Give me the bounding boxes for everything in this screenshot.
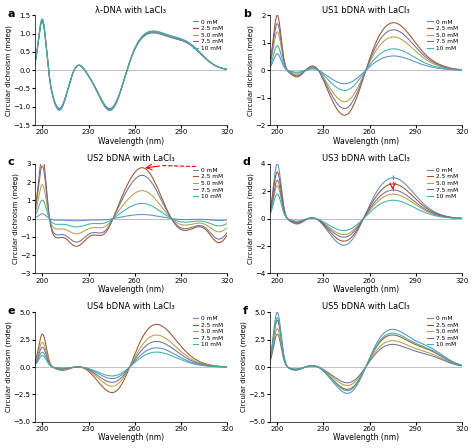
X-axis label: Wavelength (nm): Wavelength (nm) [98, 137, 164, 146]
Text: f: f [243, 306, 248, 315]
X-axis label: Wavelength (nm): Wavelength (nm) [333, 137, 399, 146]
X-axis label: Wavelength (nm): Wavelength (nm) [333, 285, 399, 294]
Title: US2 bDNA with LaCl₃: US2 bDNA with LaCl₃ [87, 154, 174, 163]
Y-axis label: Circular dichroism (mdeg): Circular dichroism (mdeg) [6, 322, 12, 413]
Y-axis label: Circular dichroism (mdeg): Circular dichroism (mdeg) [247, 173, 254, 264]
Y-axis label: Circular dichroism (mdeg): Circular dichroism (mdeg) [240, 322, 247, 413]
Legend: 0 mM, 2.5 mM, 5.0 mM, 7.5 mM, 10 mM: 0 mM, 2.5 mM, 5.0 mM, 7.5 mM, 10 mM [191, 18, 224, 52]
Title: λ-DNA with LaCl₃: λ-DNA with LaCl₃ [95, 5, 166, 14]
X-axis label: Wavelength (nm): Wavelength (nm) [98, 285, 164, 294]
X-axis label: Wavelength (nm): Wavelength (nm) [333, 434, 399, 443]
Title: US3 bDNA with LaCl₃: US3 bDNA with LaCl₃ [322, 154, 410, 163]
Y-axis label: Circular dichroism (mdeg): Circular dichroism (mdeg) [247, 25, 254, 116]
Y-axis label: Circular dichroism (mdeg): Circular dichroism (mdeg) [6, 25, 12, 116]
Legend: 0 mM, 2.5 mM, 5.0 mM, 7.5 mM, 10 mM: 0 mM, 2.5 mM, 5.0 mM, 7.5 mM, 10 mM [426, 167, 459, 200]
Title: US4 bDNA with LaCl₃: US4 bDNA with LaCl₃ [87, 302, 174, 311]
Legend: 0 mM, 2.5 mM, 5.0 mM, 7.5 mM, 10 mM: 0 mM, 2.5 mM, 5.0 mM, 7.5 mM, 10 mM [426, 18, 459, 52]
Text: c: c [8, 157, 15, 167]
Text: e: e [8, 306, 15, 315]
Y-axis label: Circular dichroism (mdeg): Circular dichroism (mdeg) [12, 173, 19, 264]
X-axis label: Wavelength (nm): Wavelength (nm) [98, 434, 164, 443]
Legend: 0 mM, 2.5 mM, 5.0 mM, 7.5 mM, 10 mM: 0 mM, 2.5 mM, 5.0 mM, 7.5 mM, 10 mM [426, 315, 459, 349]
Title: US5 bDNA with LaCl₃: US5 bDNA with LaCl₃ [322, 302, 410, 311]
Text: d: d [243, 157, 251, 167]
Legend: 0 mM, 2.5 mM, 5.0 mM, 7.5 mM, 10 mM: 0 mM, 2.5 mM, 5.0 mM, 7.5 mM, 10 mM [191, 315, 224, 349]
Text: b: b [243, 9, 251, 19]
Title: US1 bDNA with LaCl₃: US1 bDNA with LaCl₃ [322, 5, 410, 14]
Legend: 0 mM, 2.5 mM, 5.0 mM, 7.5 mM, 10 mM: 0 mM, 2.5 mM, 5.0 mM, 7.5 mM, 10 mM [191, 167, 224, 200]
Text: a: a [8, 9, 15, 19]
